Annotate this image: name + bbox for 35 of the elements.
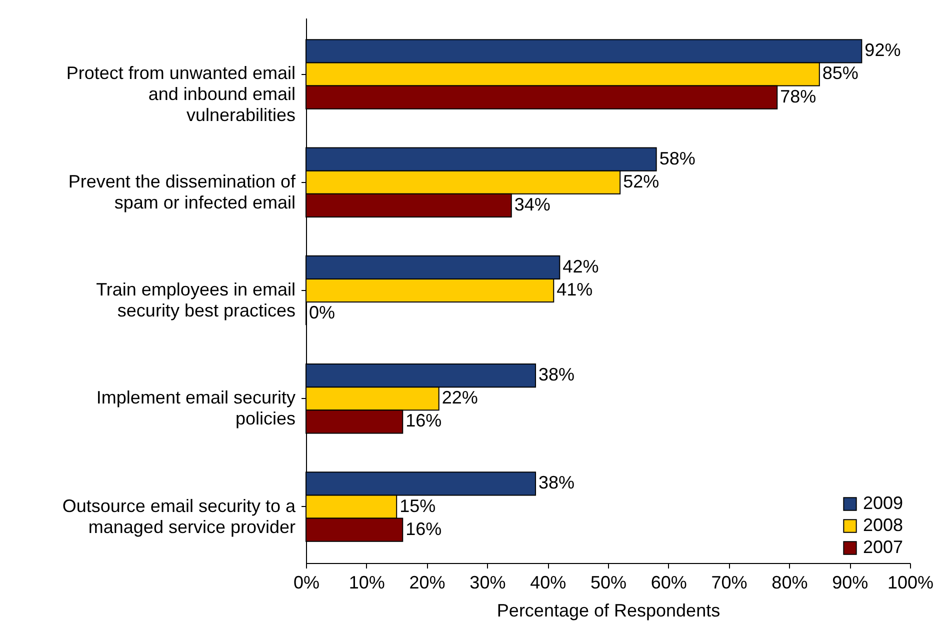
data-label: 0% <box>309 302 336 323</box>
x-tick-label: 0% <box>293 572 320 592</box>
x-tick-label: 50% <box>590 572 627 592</box>
data-label: 16% <box>406 518 442 539</box>
data-label: 85% <box>822 63 858 84</box>
data-label: 92% <box>864 40 901 60</box>
legend-label: 2009 <box>863 493 904 513</box>
y-tick-label: Implement email security policies <box>96 388 296 429</box>
data-label: 42% <box>562 256 599 276</box>
x-tick-label: 10% <box>348 572 385 592</box>
x-tick-label: 60% <box>650 572 687 592</box>
x-tick-label: 40% <box>530 572 566 592</box>
data-label: 38% <box>538 364 575 385</box>
y-tick-label: Protect from unwanted email and inbound email vulnerabilities <box>66 63 296 126</box>
data-label: 41% <box>556 280 593 300</box>
data-label: 15% <box>400 496 436 516</box>
y-tick-label: Train employees in email security best practices <box>96 280 296 320</box>
legend-label: 2008 <box>863 515 904 535</box>
data-label: 34% <box>514 194 550 214</box>
legend-label: 2007 <box>863 537 904 557</box>
x-tick-label: 100% <box>887 572 934 592</box>
data-label: 52% <box>623 171 660 192</box>
x-tick-label: 70% <box>711 572 748 592</box>
data-label: 22% <box>442 388 478 408</box>
data-label: 16% <box>406 410 442 431</box>
data-label: 78% <box>780 86 816 106</box>
y-tick-label: Prevent the dissemination of spam or infected email <box>68 171 296 212</box>
x-tick-label: 90% <box>832 572 868 592</box>
x-tick-label: 20% <box>409 572 446 592</box>
x-axis-title: Percentage of Respondents <box>496 600 720 620</box>
x-tick-label: 80% <box>772 572 808 592</box>
x-tick-label: 30% <box>470 572 506 592</box>
data-label: 38% <box>538 472 575 493</box>
data-label: 58% <box>659 148 696 168</box>
y-tick-label: Outsource email security to a managed service provider <box>62 496 296 537</box>
